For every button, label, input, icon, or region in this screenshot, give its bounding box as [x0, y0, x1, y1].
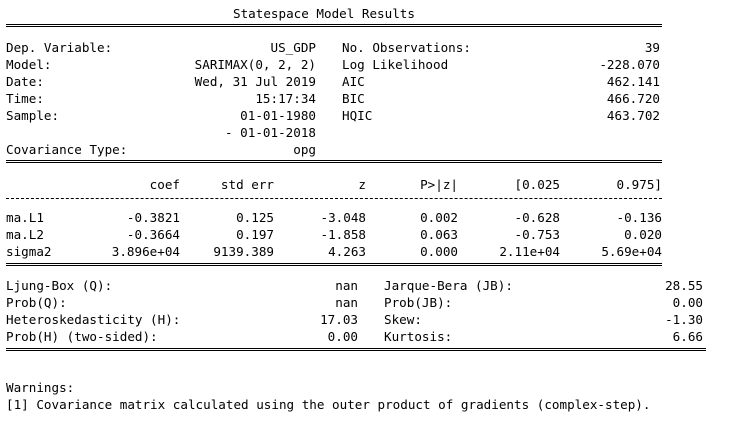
heteroskedasticity-value: 17.03 — [320, 312, 358, 327]
skew-label: Skew: — [384, 312, 422, 327]
log-likelihood-value: -228.070 — [599, 57, 660, 72]
param-row-name: sigma2 — [6, 244, 52, 259]
prob-jb-label: Prob(JB): — [384, 295, 453, 310]
dashed-rule — [6, 198, 662, 199]
param-row-name: ma.L1 — [6, 210, 44, 225]
param-row-coef: 3.896e+04 — [111, 244, 180, 259]
time-label: Time: — [6, 91, 44, 106]
model-label: Model: — [6, 57, 52, 72]
warnings-heading: Warnings: — [6, 380, 75, 395]
param-row-z: -1.858 — [320, 227, 367, 242]
aic-label: AIC — [342, 74, 365, 89]
param-row-p: 0.000 — [420, 244, 458, 259]
param-row-ci-lower: -0.753 — [514, 227, 561, 242]
date-label: Date: — [6, 74, 44, 89]
heteroskedasticity-label: Heteroskedasticity (H): — [6, 312, 181, 327]
bic-label: BIC — [342, 91, 365, 106]
double-rule-top — [6, 24, 662, 27]
kurtosis-value: 6.66 — [672, 329, 703, 344]
double-rule-params — [6, 160, 662, 163]
sample-start-value: 01-01-1980 — [240, 108, 316, 123]
params-header-coef: coef — [149, 177, 180, 192]
param-row-z: -3.048 — [320, 210, 367, 225]
double-rule-diagnostics — [6, 263, 662, 266]
sample-end-value: - 01-01-2018 — [225, 125, 316, 140]
params-header-std-err: std err — [220, 177, 274, 192]
params-header-p: P>|z| — [420, 177, 458, 192]
date-value: Wed, 31 Jul 2019 — [194, 74, 316, 89]
param-row-ci-lower: 2.11e+04 — [499, 244, 560, 259]
model-value: SARIMAX(0, 2, 2) — [194, 57, 316, 72]
params-header-ci-upper: 0.975] — [616, 177, 663, 192]
params-header-z: z — [358, 177, 366, 192]
dep-variable-value: US_GDP — [270, 40, 317, 55]
covariance-type-label: Covariance Type: — [6, 142, 128, 157]
param-row-std-err: 0.125 — [236, 210, 274, 225]
skew-value: -1.30 — [665, 312, 703, 327]
prob-h-value: 0.00 — [327, 329, 358, 344]
jarque-bera-label: Jarque-Bera (JB): — [384, 278, 513, 293]
kurtosis-label: Kurtosis: — [384, 329, 453, 344]
aic-value: 462.141 — [606, 74, 660, 89]
ljung-box-value: nan — [335, 278, 358, 293]
param-row-p: 0.002 — [420, 210, 458, 225]
param-row-ci-upper: 5.69e+04 — [601, 244, 662, 259]
param-row-coef: -0.3664 — [126, 227, 180, 242]
param-row-std-err: 0.197 — [236, 227, 274, 242]
dep-variable-label: Dep. Variable: — [6, 40, 113, 55]
time-value: 15:17:34 — [255, 91, 316, 106]
hqic-value: 463.702 — [606, 108, 660, 123]
params-header-ci-lower: [0.025 — [514, 177, 561, 192]
prob-q-value: nan — [335, 295, 358, 310]
results-title: Statespace Model Results — [233, 6, 415, 21]
param-row-z: 4.263 — [328, 244, 366, 259]
jarque-bera-value: 28.55 — [665, 278, 703, 293]
double-rule-bottom — [6, 348, 706, 351]
bic-value: 466.720 — [606, 91, 660, 106]
warning-item: [1] Covariance matrix calculated using t… — [6, 397, 651, 412]
ljung-box-label: Ljung-Box (Q): — [6, 278, 113, 293]
param-row-coef: -0.3821 — [126, 210, 180, 225]
param-row-std-err: 9139.389 — [213, 244, 274, 259]
covariance-type-value: opg — [293, 142, 316, 157]
hqic-label: HQIC — [342, 108, 373, 123]
param-row-ci-upper: -0.136 — [616, 210, 663, 225]
sample-label: Sample: — [6, 108, 60, 123]
param-row-name: ma.L2 — [6, 227, 44, 242]
prob-jb-value: 0.00 — [672, 295, 703, 310]
param-row-ci-lower: -0.628 — [514, 210, 561, 225]
param-row-p: 0.063 — [420, 227, 458, 242]
nobs-value: 39 — [644, 40, 660, 55]
prob-h-label: Prob(H) (two-sided): — [6, 329, 158, 344]
log-likelihood-label: Log Likelihood — [342, 57, 449, 72]
param-row-ci-upper: 0.020 — [624, 227, 662, 242]
nobs-label: No. Observations: — [342, 40, 471, 55]
prob-q-label: Prob(Q): — [6, 295, 67, 310]
